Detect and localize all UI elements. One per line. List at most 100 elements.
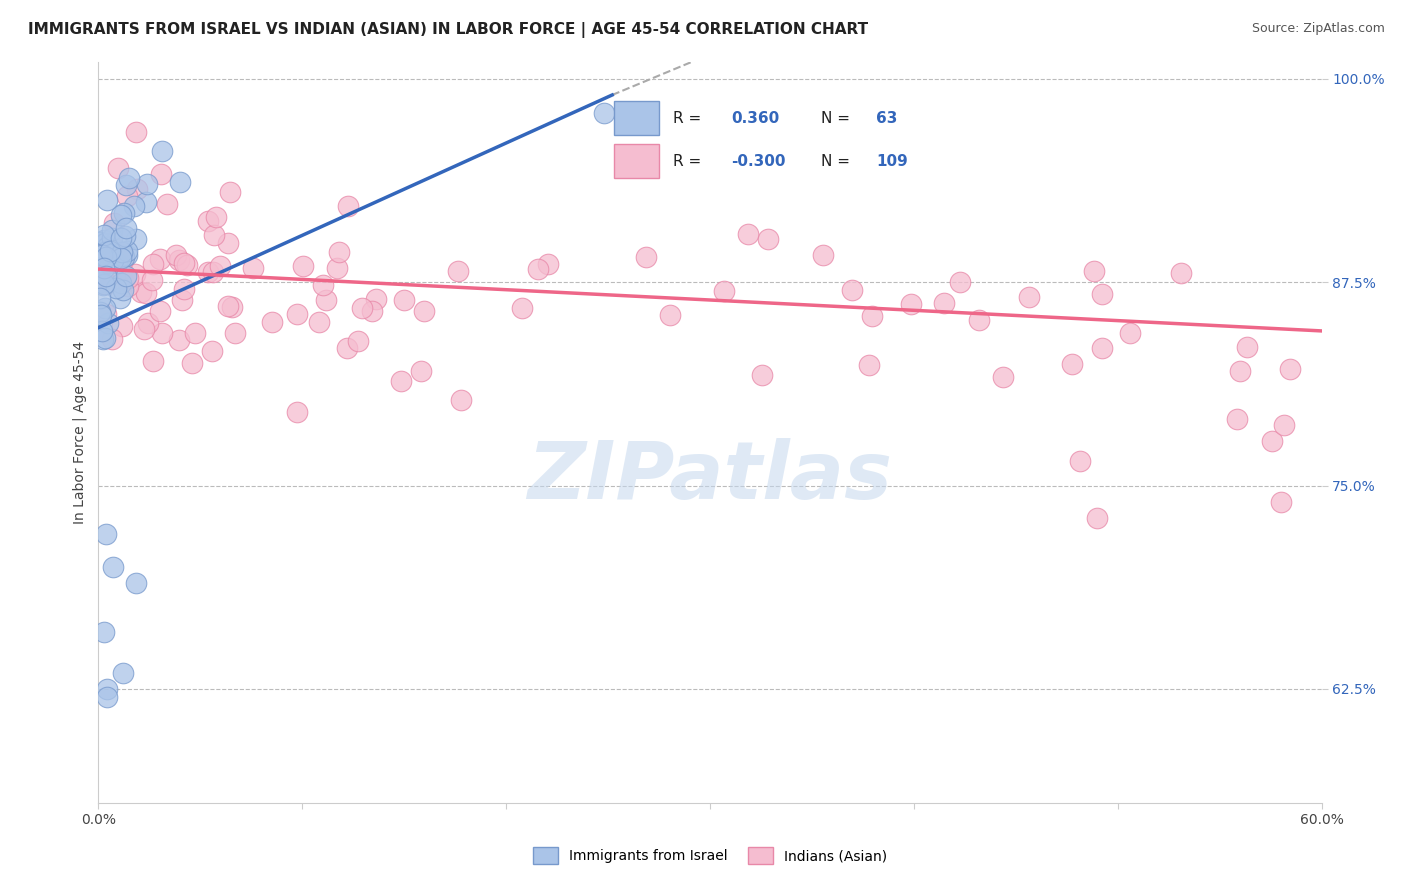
- Point: [202, 227, 225, 242]
- Point: [361, 303, 384, 318]
- Point: [101, 223, 124, 237]
- Point: [336, 341, 359, 355]
- Point: [135, 285, 157, 300]
- Point: [527, 262, 550, 277]
- Point: [97, 256, 120, 270]
- Point: [1279, 361, 1302, 376]
- Text: 63: 63: [876, 111, 897, 126]
- Point: [292, 259, 315, 273]
- Point: [287, 405, 309, 419]
- Point: [149, 167, 172, 181]
- Point: [94, 307, 117, 321]
- Point: [90, 248, 112, 262]
- Point: [110, 209, 132, 223]
- Point: [221, 300, 243, 314]
- Point: [1091, 287, 1114, 301]
- Point: [224, 326, 246, 341]
- Point: [364, 293, 387, 307]
- Point: [112, 206, 135, 220]
- Point: [114, 228, 136, 243]
- Point: [135, 195, 157, 210]
- Point: [93, 624, 115, 639]
- Point: [94, 235, 117, 250]
- Point: [308, 315, 330, 329]
- Point: [96, 239, 118, 253]
- Point: [105, 281, 128, 295]
- Text: -0.300: -0.300: [731, 153, 786, 169]
- Point: [90, 308, 112, 322]
- Point: [103, 559, 125, 574]
- Point: [141, 273, 163, 287]
- Point: [90, 276, 112, 290]
- Y-axis label: In Labor Force | Age 45-54: In Labor Force | Age 45-54: [73, 341, 87, 524]
- Point: [103, 242, 125, 256]
- Point: [115, 269, 138, 284]
- Point: [94, 250, 117, 264]
- Point: [94, 269, 117, 284]
- Point: [98, 244, 121, 259]
- Point: [94, 527, 117, 541]
- Text: Source: ZipAtlas.com: Source: ZipAtlas.com: [1251, 22, 1385, 36]
- Point: [125, 125, 148, 139]
- Text: R =: R =: [673, 111, 702, 126]
- Point: [110, 251, 132, 265]
- Point: [167, 333, 190, 347]
- Point: [97, 316, 120, 330]
- Point: [173, 256, 195, 270]
- Point: [110, 245, 132, 260]
- Text: 109: 109: [876, 153, 908, 169]
- Point: [328, 244, 350, 259]
- Text: ZIPatlas: ZIPatlas: [527, 438, 893, 516]
- Point: [125, 232, 148, 246]
- Point: [756, 232, 779, 246]
- Point: [262, 315, 284, 329]
- Point: [413, 304, 436, 318]
- Point: [115, 244, 138, 258]
- Point: [858, 358, 880, 372]
- Point: [326, 261, 349, 276]
- Point: [91, 278, 114, 293]
- Point: [94, 244, 117, 259]
- Point: [1060, 358, 1083, 372]
- Point: [110, 276, 132, 290]
- Point: [285, 307, 308, 321]
- Point: [450, 393, 472, 408]
- Point: [180, 356, 202, 370]
- Point: [94, 301, 117, 315]
- Point: [219, 185, 242, 199]
- Point: [197, 214, 219, 228]
- Point: [107, 161, 129, 176]
- Point: [242, 260, 264, 275]
- Text: 0.360: 0.360: [731, 111, 780, 126]
- Point: [1083, 264, 1105, 278]
- Bar: [614, 101, 659, 135]
- Point: [1236, 340, 1258, 354]
- Point: [112, 665, 135, 680]
- Point: [89, 305, 111, 319]
- Point: [96, 690, 118, 704]
- Point: [201, 344, 224, 359]
- Bar: [614, 145, 659, 178]
- Point: [312, 278, 335, 293]
- Point: [841, 284, 863, 298]
- Point: [169, 175, 191, 189]
- Point: [125, 576, 148, 591]
- Point: [713, 284, 735, 298]
- Point: [537, 257, 560, 271]
- Point: [1085, 511, 1108, 525]
- Point: [124, 267, 146, 281]
- Point: [112, 252, 135, 267]
- Point: [392, 293, 416, 307]
- Point: [1226, 412, 1249, 426]
- Text: N =: N =: [821, 111, 851, 126]
- Point: [110, 231, 132, 245]
- Point: [165, 248, 187, 262]
- Point: [125, 182, 148, 196]
- Point: [97, 242, 120, 256]
- Point: [142, 257, 165, 271]
- Point: [93, 260, 115, 275]
- Point: [991, 370, 1014, 384]
- Point: [89, 275, 111, 289]
- Point: [118, 170, 141, 185]
- Point: [93, 277, 115, 291]
